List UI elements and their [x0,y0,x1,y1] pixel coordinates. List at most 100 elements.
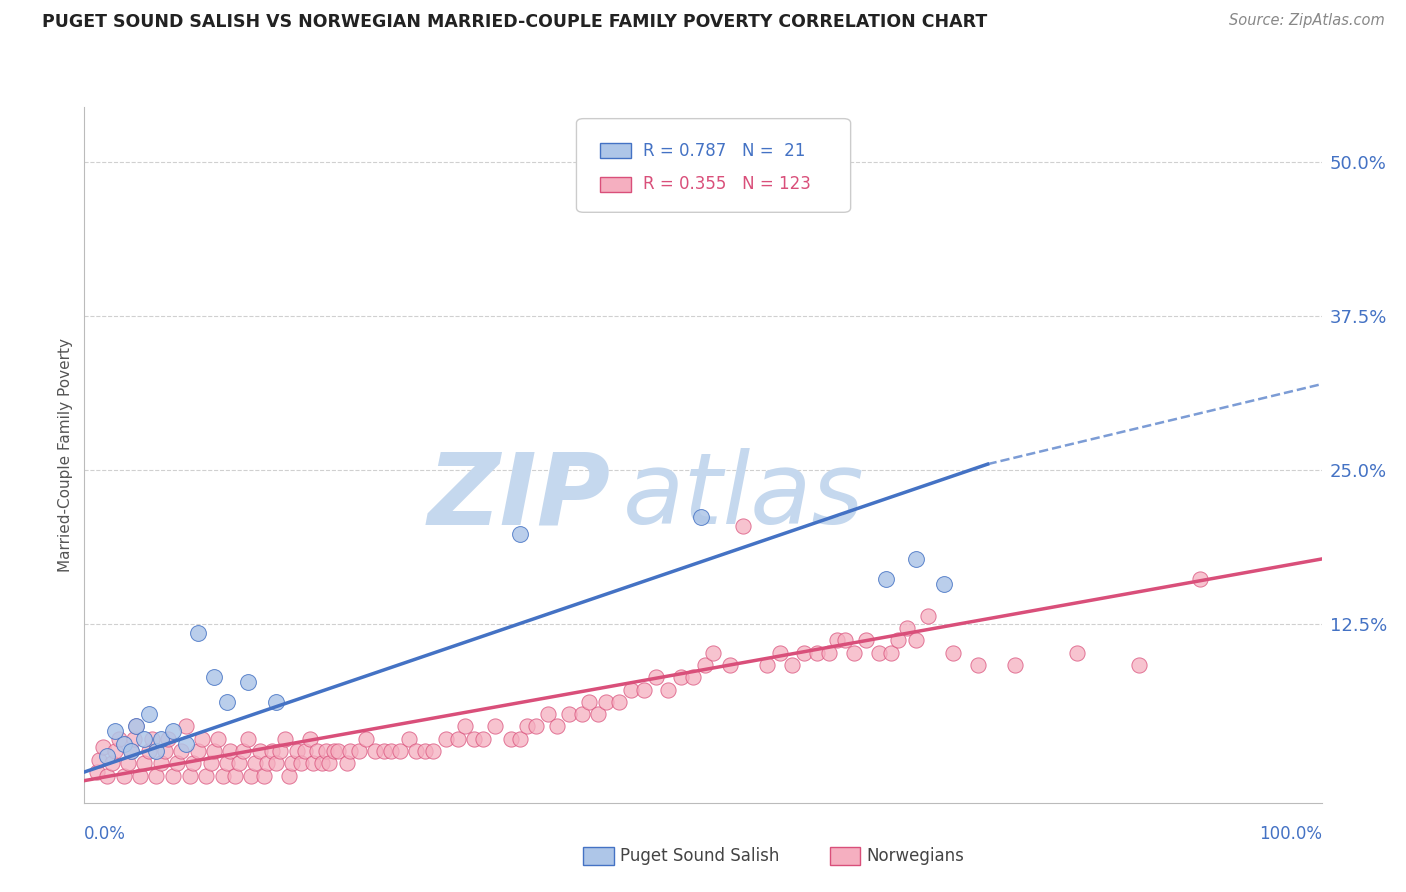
Point [89,753,111,767]
Point [181,756,204,771]
Point [471,731,494,746]
Point [966,657,988,672]
Point [682,670,704,684]
Point [657,682,679,697]
Point [170,744,193,758]
Point [422,744,444,758]
Point [571,707,593,722]
Point [219,744,242,758]
Point [240,769,263,783]
Point [380,744,402,758]
Point [718,657,741,672]
Point [434,731,457,746]
Point [298,731,321,746]
Point [413,744,436,758]
Point [825,633,848,648]
Point [887,633,910,648]
Point [112,737,135,751]
Point [269,744,291,758]
Point [285,744,308,758]
Y-axis label: Married-Couple Family Poverty: Married-Couple Family Poverty [58,338,73,572]
Point [645,670,668,684]
Point [311,756,333,771]
Point [855,633,877,648]
Point [253,769,276,783]
Point [187,625,209,640]
Point [264,756,287,771]
Point [1189,572,1212,586]
Point [96,749,118,764]
Point [174,719,197,733]
Point [132,756,155,771]
Point [904,552,927,566]
Text: Norwegians: Norwegians [866,847,965,865]
Point [91,740,114,755]
Point [1066,646,1088,660]
Point [100,756,122,771]
Point [122,731,145,746]
Point [215,695,238,709]
Point [578,695,600,709]
Point [166,756,188,771]
Point [150,756,173,771]
Point [315,744,337,758]
Point [236,675,259,690]
Point [454,719,477,733]
Point [364,744,387,758]
Point [780,657,803,672]
Point [194,769,217,783]
Point [138,707,160,722]
Point [463,731,485,746]
Point [305,744,328,758]
Point [904,633,927,648]
Point [806,646,828,660]
Point [96,769,118,783]
Point [595,695,617,709]
Point [200,756,222,771]
Point [302,756,325,771]
Point [793,646,815,660]
Point [236,731,259,746]
Point [132,731,155,746]
Point [104,744,127,758]
Point [875,572,897,586]
Point [695,657,717,672]
Point [388,744,411,758]
Point [934,576,956,591]
Point [405,744,427,758]
Point [509,731,531,746]
Point [108,731,131,746]
Point [262,744,284,758]
Point [756,657,779,672]
Point [141,731,163,746]
Point [120,744,142,758]
Point [633,682,655,697]
Point [162,769,184,783]
Point [318,756,340,771]
Point [243,756,266,771]
Point [669,670,692,684]
Point [125,719,148,733]
Point [702,646,724,660]
Point [524,719,547,733]
Point [546,719,568,733]
Text: R = 0.355   N = 123: R = 0.355 N = 123 [643,176,810,194]
Point [842,646,865,660]
Text: Puget Sound Salish: Puget Sound Salish [620,847,779,865]
Point [86,764,108,779]
Point [174,737,197,751]
Point [125,719,148,733]
Point [120,744,142,758]
Text: ZIP: ZIP [427,448,610,545]
Point [942,646,965,660]
Point [447,731,470,746]
Point [339,744,361,758]
Point [290,756,312,771]
Point [249,744,271,758]
Point [281,756,304,771]
Text: atlas: atlas [623,448,865,545]
Point [256,756,278,771]
Text: 0.0%: 0.0% [84,825,127,843]
Point [326,744,349,758]
Point [586,707,609,722]
